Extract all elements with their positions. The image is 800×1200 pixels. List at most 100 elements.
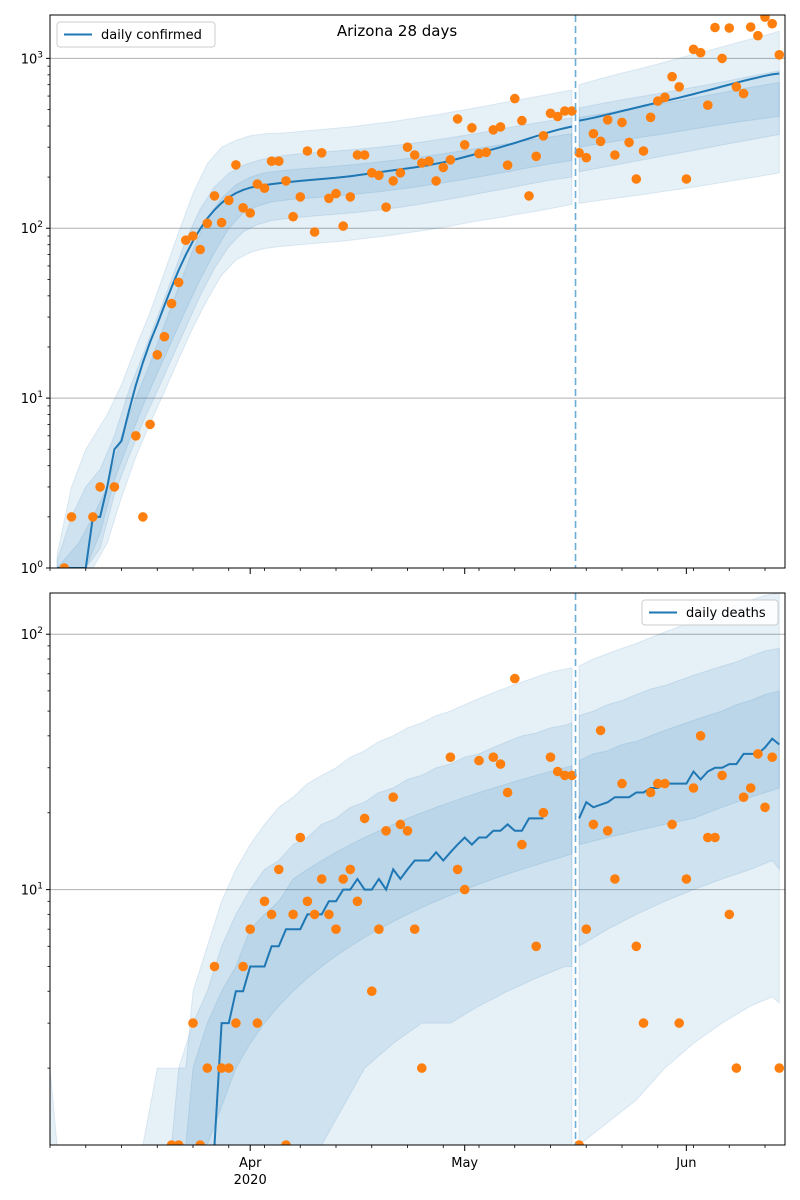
observed-point (531, 151, 541, 162)
observed-point (274, 864, 284, 875)
observed-point (581, 152, 592, 163)
observed-point (181, 235, 191, 245)
forecast-line (578, 737, 780, 819)
observed-point (588, 819, 599, 830)
x-tick-sublabel: 2020 (234, 1173, 267, 1188)
observed-point (745, 22, 756, 32)
observed-point (395, 168, 406, 178)
x-tick-label: May (451, 1156, 478, 1171)
observed-point (209, 191, 220, 201)
observed-point (760, 802, 770, 813)
observed-point (138, 512, 148, 522)
observed-point (252, 1018, 263, 1028)
observed-point (760, 15, 770, 22)
observed-point (753, 30, 763, 41)
observed-point (338, 221, 349, 231)
observed-point (316, 874, 327, 884)
observed-point (474, 755, 484, 766)
uncertainty-band (578, 690, 780, 846)
observed-point (774, 1063, 785, 1073)
observed-point (595, 136, 606, 147)
observed-point (445, 155, 456, 165)
observed-point (245, 208, 255, 218)
observed-point (95, 482, 105, 492)
observed-point (681, 874, 692, 884)
observed-point (624, 137, 634, 148)
observed-point (109, 482, 120, 492)
observed-point (388, 176, 399, 186)
observed-point (145, 419, 155, 430)
observed-point (660, 92, 670, 103)
observed-point (545, 752, 556, 762)
observed-point (731, 1063, 742, 1073)
observed-point (724, 909, 735, 920)
observed-point (710, 832, 720, 843)
observed-point (374, 924, 384, 934)
observed-point (695, 731, 706, 741)
observed-point (688, 783, 699, 793)
observed-point (638, 1018, 649, 1028)
observed-point (717, 770, 727, 781)
observed-point (424, 156, 434, 166)
observed-point (259, 183, 270, 193)
observed-point (738, 792, 749, 802)
observed-point (202, 1063, 213, 1073)
observed-point (409, 924, 420, 934)
uncertainty-band (56, 133, 573, 568)
observed-point (695, 47, 706, 58)
observed-point (474, 148, 484, 159)
observed-point (409, 150, 420, 160)
plot-frame (49, 592, 786, 1146)
observed-point (402, 826, 413, 836)
observed-point (517, 839, 527, 850)
y-tick-label: 100 (21, 560, 44, 577)
y-tick-label: 102 (21, 626, 43, 643)
observed-point (288, 909, 298, 920)
observed-point (324, 193, 334, 204)
figure-title: Arizona 28 days (337, 22, 458, 40)
observed-point (395, 819, 406, 830)
x-tick-label: Apr (239, 1156, 262, 1171)
plot-area (50, 593, 785, 1145)
observed-point (581, 924, 592, 934)
observed-point (388, 792, 399, 802)
y-tick-label: 102 (21, 220, 43, 237)
observed-point (266, 909, 277, 920)
observed-point (545, 108, 556, 119)
confirmed-chart-panel: 100 101 102 103 daily confirmed (21, 14, 786, 577)
observed-point (66, 512, 77, 522)
observed-point (259, 896, 270, 907)
observed-point (538, 131, 549, 141)
observed-point (574, 148, 584, 158)
observed-point (238, 961, 248, 972)
observed-point (653, 96, 663, 106)
legend: daily deaths (641, 599, 779, 626)
observed-point (216, 217, 227, 228)
forecast-line (578, 72, 780, 122)
observed-point (510, 673, 520, 684)
observed-point (209, 961, 220, 972)
observed-point (645, 112, 656, 123)
observed-point (588, 128, 599, 139)
observed-point (309, 909, 320, 920)
observed-point (502, 160, 513, 170)
observed-point (367, 986, 377, 996)
observed-point (674, 82, 684, 92)
legend-box (641, 599, 779, 626)
observed-point (774, 50, 785, 60)
legend: daily confirmed (56, 21, 216, 48)
legend-label: daily confirmed (101, 28, 202, 43)
observed-point (524, 191, 534, 201)
observed-point (352, 150, 363, 160)
observed-point (467, 123, 477, 133)
y-tick-label: 101 (21, 882, 43, 899)
observed-point (274, 156, 284, 166)
observed-point (438, 162, 449, 173)
observed-point (674, 1018, 684, 1028)
observed-point (231, 1018, 241, 1028)
observed-point (560, 106, 570, 116)
observed-point (552, 111, 563, 122)
legend-box (56, 21, 216, 48)
observed-point (331, 924, 341, 934)
